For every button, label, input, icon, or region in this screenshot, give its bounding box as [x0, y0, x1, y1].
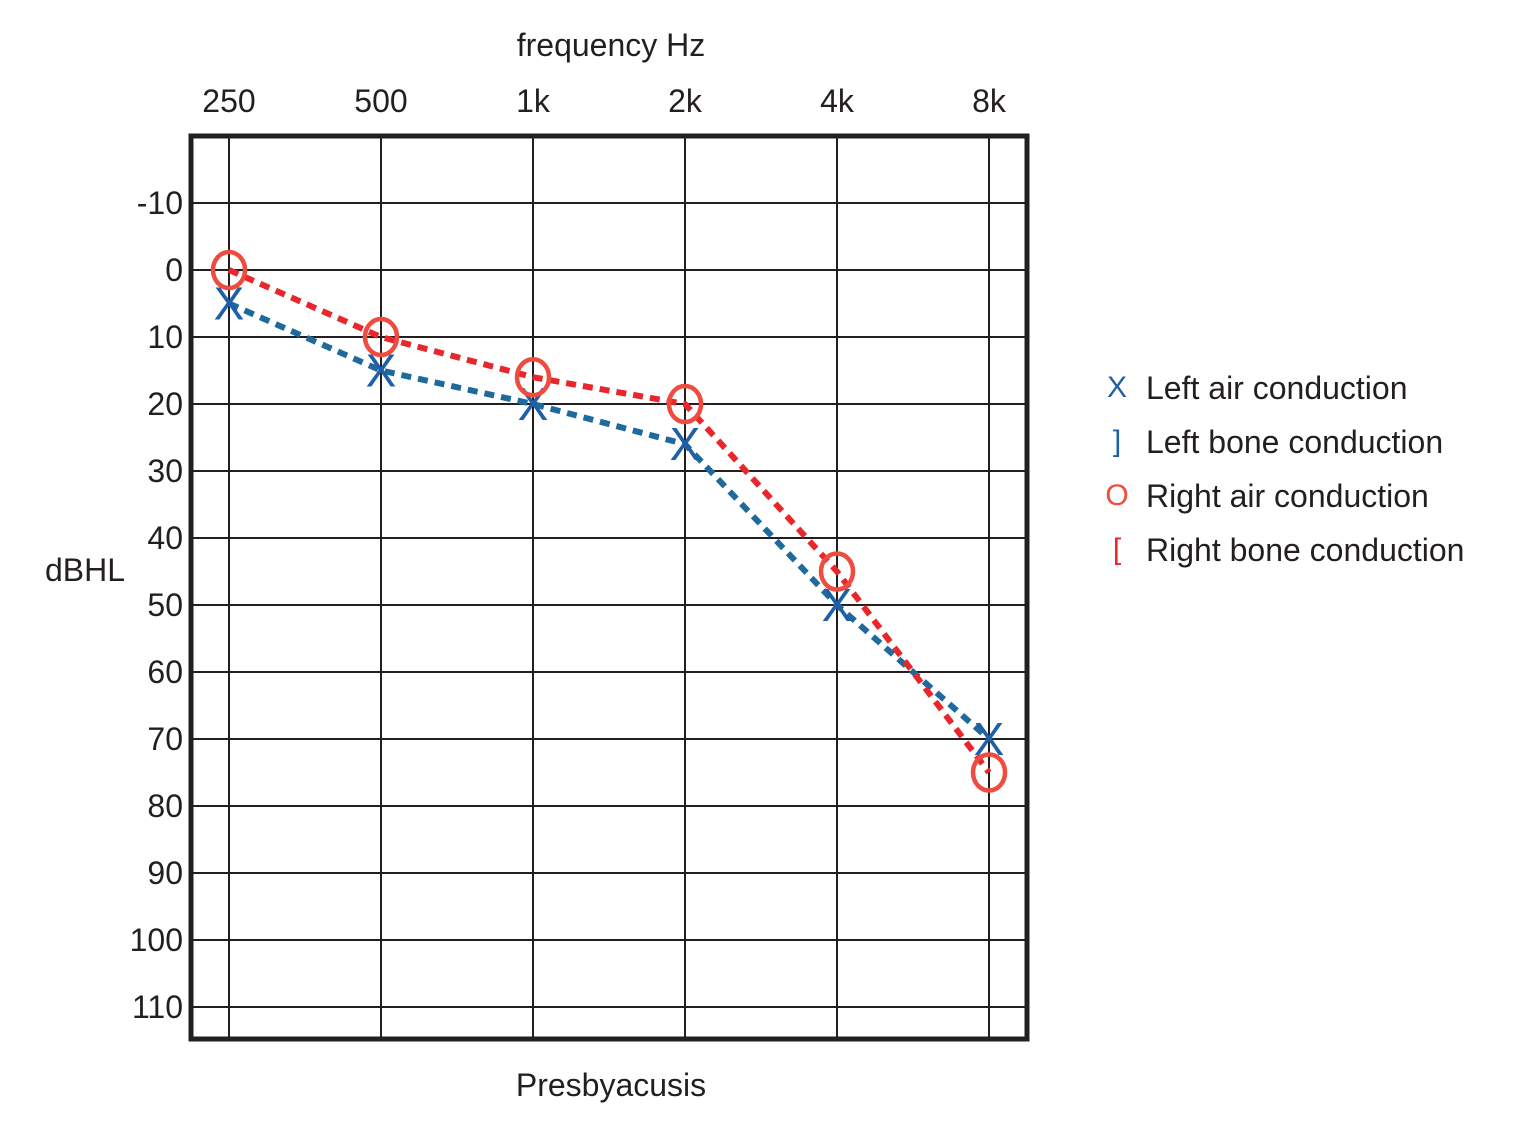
- y-tick-label: 110: [132, 989, 183, 1025]
- y-axis-title: dBHL: [45, 552, 125, 588]
- x-tick-label: 2k: [668, 83, 703, 119]
- legend-symbol-x: X: [1106, 371, 1127, 404]
- y-tick-label: 10: [147, 319, 183, 355]
- y-tick-label: 60: [147, 654, 183, 690]
- left-air-x-marker: X: [518, 378, 549, 430]
- y-tick-label: 40: [147, 520, 183, 556]
- x-tick-label: 8k: [972, 83, 1007, 119]
- x-tick-label: 500: [354, 83, 407, 119]
- x-tick-label: 4k: [820, 83, 855, 119]
- y-tick-label: 0: [165, 252, 183, 288]
- left-air-x-marker: X: [670, 418, 701, 470]
- legend-label: Right air conduction: [1146, 478, 1429, 514]
- y-tick-label: 80: [147, 788, 183, 824]
- right-air-o-marker: [514, 356, 552, 398]
- y-tick-labels: -10 0 10 20 30 40 50 60 70 80 90 100 110: [130, 185, 183, 1025]
- legend-label: Right bone conduction: [1146, 532, 1465, 568]
- y-tick-label: -10: [137, 185, 183, 221]
- right-air-o-marker: [362, 316, 400, 358]
- legend-label: Left bone conduction: [1146, 424, 1444, 460]
- right-air-o-marker: [210, 249, 248, 291]
- x-axis-title: frequency Hz: [517, 27, 706, 63]
- legend-label: Left air conduction: [1146, 370, 1408, 406]
- legend-symbol-right-bracket: ]: [1112, 425, 1122, 458]
- series-line-right-air: [227, 267, 992, 775]
- y-tick-label: 30: [147, 453, 183, 489]
- y-tick-label: 70: [147, 721, 183, 757]
- right-air-o-marker: [666, 383, 704, 425]
- y-tick-label: 100: [130, 922, 183, 958]
- y-tick-label: 20: [147, 386, 183, 422]
- x-tick-label: 1k: [516, 83, 551, 119]
- legend-symbol-o: O: [1105, 479, 1129, 512]
- y-tick-label: 90: [147, 855, 183, 891]
- x-tick-label: 250: [202, 83, 255, 119]
- x-tick-labels: 250 500 1k 2k 4k 8k: [202, 83, 1007, 119]
- legend-symbol-left-bracket: [: [1112, 533, 1122, 566]
- plot-frame: [188, 133, 1030, 1042]
- grid-lines: [191, 136, 1027, 1039]
- y-tick-label: 50: [147, 587, 183, 623]
- series-line-left-air: [227, 300, 991, 742]
- right-air-o-marker: [818, 551, 856, 592]
- chart-caption: Presbyacusis: [516, 1067, 706, 1103]
- right-air-o-marker: [970, 752, 1008, 793]
